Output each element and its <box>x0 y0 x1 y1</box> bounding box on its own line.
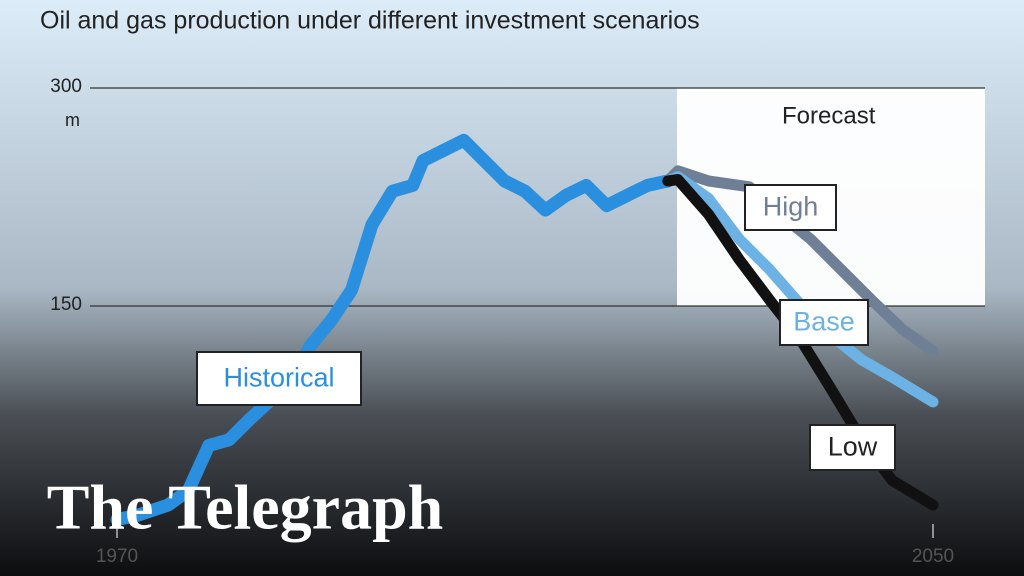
series-label-box <box>196 351 362 406</box>
series-label-box <box>809 424 896 471</box>
y-tick-label: 150 <box>50 294 82 315</box>
brand-logo: The Telegraph <box>47 472 444 543</box>
forecast-label: Forecast <box>782 102 876 129</box>
legend-label: High <box>763 192 819 222</box>
x-tick-label: 2050 <box>912 546 954 567</box>
series-label-box <box>744 184 837 231</box>
y-tick-label: 300 <box>50 76 82 97</box>
series-line <box>110 133 675 527</box>
series-label-box <box>779 299 869 346</box>
plot: 150 300 1970 2050 Historical High Base Low <box>50 76 985 567</box>
legend-label: Historical <box>223 363 334 393</box>
x-tick-label: 1970 <box>96 546 138 567</box>
legend-label: Low <box>828 432 878 462</box>
chart-title: Oil and gas production under different i… <box>40 7 700 35</box>
series-line <box>662 171 939 408</box>
legend-label: Base <box>793 307 855 337</box>
y-unit: m <box>65 110 80 130</box>
